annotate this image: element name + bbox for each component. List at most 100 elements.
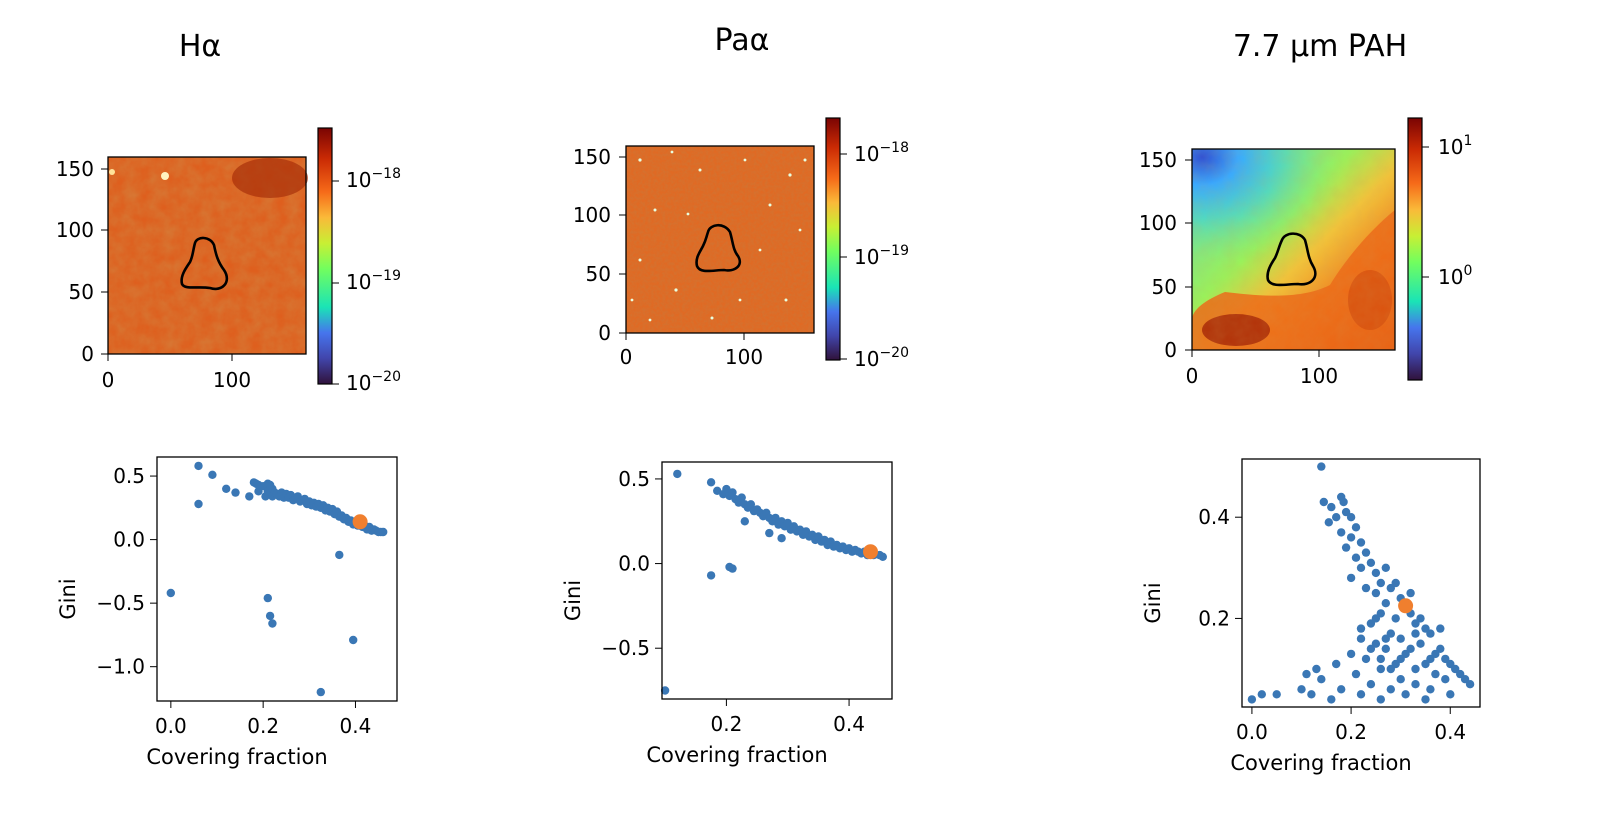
scatter-point [1332,513,1341,522]
x-tick-label: 0.0 [1236,720,1268,744]
y-axis-label: Gini [56,578,80,619]
scatter-point [1381,563,1391,572]
y-tick-label: 100 [1139,211,1177,235]
scatter-point [1446,690,1455,699]
colorbar-halpha-ramp [317,127,333,385]
scatter-point [1327,695,1336,704]
colorbar-tick-exponent: 1 [1463,133,1472,149]
scatter-plot-halpha: 0.0 0.2 0.4 0.5 0.0 −0.5 −1.0 Covering fraction… [56,456,398,769]
x-tick-label: 0 [620,345,633,369]
scatter-point [1297,685,1306,694]
scatter-point [1366,644,1376,653]
map-pah [1191,148,1396,351]
scatter-point [660,686,670,695]
y-tick-label: 50 [69,280,94,304]
scatter-point [746,500,756,509]
scatter-point [771,513,780,523]
scatter-point [1396,675,1405,684]
colorbar-tick-base: 10 [854,347,879,371]
x-tick-label: 0.4 [340,714,372,738]
highlight-point [863,544,878,560]
scatter-point [1416,614,1425,623]
y-tick-label: 0.0 [113,528,145,552]
scatter-point [1411,629,1420,638]
y-tick-label: 0.0 [618,552,650,576]
scatter-point [1386,685,1396,694]
scatter-point [1460,675,1470,684]
scatter-point [713,486,722,495]
colorbar-tick-base: 10 [854,245,879,269]
ticks-map-paalpha: 0 100 0 50 100 150 [573,145,763,369]
scatter-point [740,517,749,526]
plot-frame [661,461,893,700]
scatter-point [1396,634,1405,643]
scatter-point [263,593,272,603]
scatter-point [1337,685,1346,694]
x-tick-label: 0 [1186,364,1199,388]
y-tick-label: −1.0 [96,655,145,679]
scatter-point [1366,680,1376,689]
scatter-point [1351,669,1361,679]
scatter-point [1371,568,1381,578]
map-paalpha-frame [625,145,815,334]
scatter-point [1376,578,1386,588]
x-tick-label: 0 [102,368,115,392]
y-tick-label: 150 [56,157,94,181]
scatter-point [1371,614,1381,623]
y-tick-label: 0 [81,342,94,366]
colorbar-tick-label: 10−19 [854,243,909,269]
scatter-point [1396,654,1405,664]
x-axis-label: Covering fraction [646,743,827,767]
scatter-point [1346,533,1356,542]
scatter-point [777,534,786,543]
panel-title-paalpha: Paα [715,23,770,58]
colorbar-tick-exponent: −18 [879,140,909,156]
x-axis-label: Covering fraction [146,745,327,769]
scatter-point [706,478,716,487]
plot-frame [156,456,398,702]
scatter-point [194,461,203,471]
colorbar-tick-exponent: −18 [371,166,401,182]
scatter-point [1302,669,1311,679]
map-halpha-dark-patch [232,158,308,198]
scatter-point [1356,690,1366,699]
x-tick-label: 0.0 [155,714,187,738]
x-tick-label: 0.2 [247,714,279,738]
scatter-point [765,528,774,538]
scatter-point [245,492,254,501]
colorbar-tick-exponent: 0 [1463,263,1472,279]
scatter-plot-pah: 0.0 0.2 0.4 0.4 0.2 Covering fraction Gini [1141,458,1481,775]
scatter-point [1381,634,1391,643]
scatter-point [1356,563,1366,572]
scatter-point [1381,599,1391,608]
scatter-point [1332,659,1341,669]
y-tick-label: −0.5 [96,591,145,615]
map-paalpha-speckles [630,150,807,322]
scatter-point [222,484,231,493]
map-halpha [107,156,308,355]
scatter-point [1381,644,1391,653]
scatter-point [1356,538,1366,547]
scatter-point [722,484,731,494]
y-axis-label: Gini [561,580,585,621]
scatter-point [706,571,716,580]
scatter-point [1411,680,1420,689]
scatter-point [1386,664,1396,674]
scatter-point [1337,528,1346,537]
x-tick-label: 0.4 [1434,720,1466,744]
scatter-point [1416,639,1425,648]
colorbar-tick-base: 10 [346,168,371,192]
map-halpha-bright-spot [161,172,169,180]
scatter-point [1317,462,1326,471]
scatter-point [1391,614,1400,623]
colorbar-tick-base: 10 [1438,135,1463,159]
y-tick-label: 0.2 [1198,606,1230,630]
scatter-point [1376,664,1386,674]
scatter-point [1272,690,1281,699]
panel-paalpha: Paα 0 100 0 50 10 [573,23,909,371]
panel-halpha: Hα 0 100 0 50 100 150 [56,29,401,395]
scatter-point [1327,502,1336,512]
scatter-point [878,552,887,561]
colorbar-tick-label: 10−18 [854,140,909,166]
panel-title-halpha: Hα [179,29,221,64]
